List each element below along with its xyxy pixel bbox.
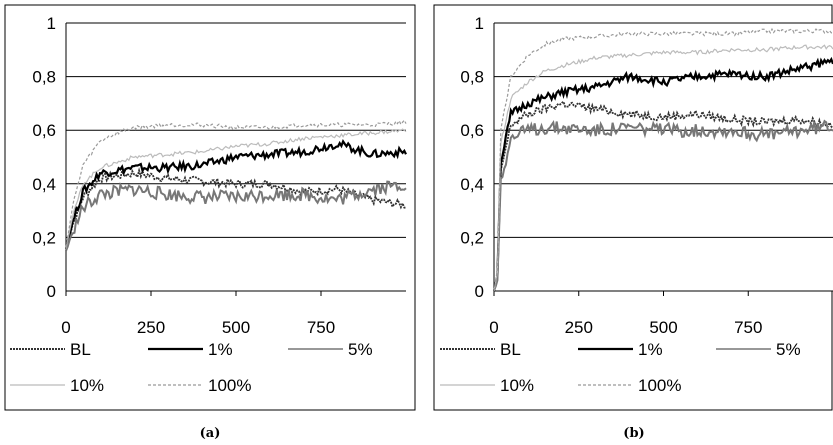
chart-panel-a: 0 0,2 0,4 0,6 0,8 1 0 250 500 750 BL 1% 5% 10% 100%: [4, 4, 416, 411]
series-line: [64, 138, 407, 250]
legend: BL 1% 5% 10% 100%: [440, 340, 801, 395]
caption-a: (a): [200, 426, 221, 441]
y-tick-label: 0: [47, 282, 56, 301]
x-tick-label: 250: [565, 318, 593, 337]
x-tick-label: 250: [137, 318, 165, 337]
y-tick-label: 0,6: [32, 121, 56, 140]
legend-label: BL: [70, 340, 91, 359]
y-tick-label: 0,6: [460, 121, 484, 140]
legend: BL 1% 5% 10% 100%: [10, 340, 373, 395]
x-tick-label: 0: [489, 318, 498, 337]
y-tick-label: 0,4: [32, 175, 56, 194]
y-tick-label: 0,4: [460, 175, 484, 194]
y-tick-labels: 0 0,2 0,4 0,6 0,8 1: [460, 14, 484, 301]
y-tick-label: 0,8: [32, 68, 56, 87]
y-tick-label: 0,2: [32, 228, 56, 247]
series-lines: [64, 119, 407, 252]
series-line: [493, 27, 833, 291]
y-tick-label: 1: [47, 14, 56, 33]
legend-label: 5%: [776, 340, 801, 359]
series-line: [492, 56, 833, 292]
y-tick-labels: 0 0,2 0,4 0,6 0,8 1: [32, 14, 56, 301]
series-lines: [492, 27, 833, 292]
caption-b: (b): [623, 426, 644, 441]
legend-label: 1%: [638, 340, 663, 359]
series-line: [65, 180, 407, 252]
x-tick-label: 0: [61, 318, 70, 337]
legend-label: 10%: [70, 376, 104, 395]
series-line: [65, 119, 407, 249]
legend-label: 100%: [208, 376, 251, 395]
legend-label: BL: [500, 340, 521, 359]
x-tick-labels: 0 250 500 750: [61, 291, 335, 337]
series-line: [493, 100, 833, 291]
x-tick-label: 750: [734, 318, 762, 337]
y-tick-label: 1: [475, 14, 484, 33]
legend-label: 100%: [638, 376, 681, 395]
y-tick-label: 0,8: [460, 68, 484, 87]
x-tick-labels: 0 250 500 750: [489, 291, 762, 337]
series-line: [493, 44, 833, 292]
series-line: [493, 119, 833, 291]
y-tick-label: 0,2: [460, 228, 484, 247]
chart-panel-b: 0 0,2 0,4 0,6 0,8 1 0 250 500 750 BL 1% 5% 10% 100%: [433, 4, 833, 411]
series-line: [65, 128, 407, 249]
x-tick-label: 750: [307, 318, 335, 337]
x-tick-label: 500: [222, 318, 250, 337]
legend-label: 1%: [208, 340, 233, 359]
plot-area: [494, 23, 833, 291]
legend-label: 5%: [348, 340, 373, 359]
legend-label: 10%: [500, 376, 534, 395]
x-tick-label: 500: [649, 318, 677, 337]
panel-border: [4, 4, 416, 411]
y-tick-label: 0: [475, 282, 484, 301]
